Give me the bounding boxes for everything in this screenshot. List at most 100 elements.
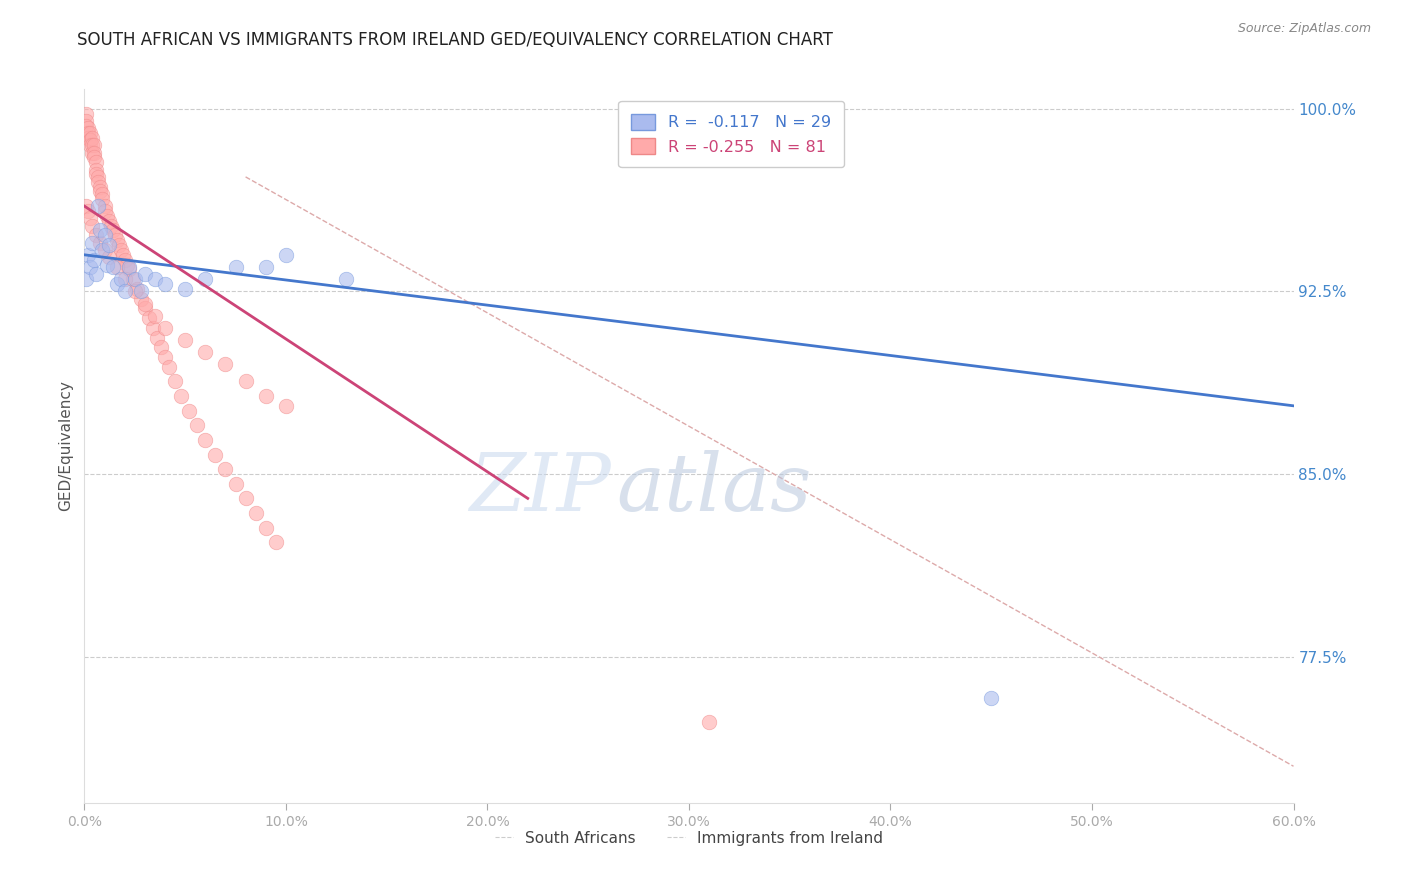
Point [149, 340, 172, 354]
Point [245, 506, 267, 520]
Point [75, 272, 97, 286]
Point [134, 268, 156, 282]
Point [75, 113, 97, 128]
Point [100, 219, 122, 233]
Point [114, 285, 136, 299]
Point [143, 309, 166, 323]
Point [110, 272, 132, 286]
Point [235, 491, 257, 506]
Point [87, 199, 110, 213]
Point [170, 389, 193, 403]
Point [93, 204, 115, 219]
Point [89, 223, 111, 237]
Point [79, 126, 101, 140]
Point [335, 272, 357, 286]
Point [235, 375, 257, 389]
Point [225, 260, 247, 274]
Point [111, 248, 134, 262]
Point [86, 162, 108, 177]
Point [121, 272, 143, 286]
Point [104, 228, 127, 243]
Point [91, 186, 114, 201]
Point [254, 260, 277, 274]
Point [96, 209, 118, 223]
Point [194, 272, 217, 286]
Point [79, 138, 101, 153]
Point [254, 520, 277, 534]
Point [174, 282, 197, 296]
Point [89, 235, 111, 250]
Point [274, 399, 297, 413]
Point [89, 185, 111, 199]
Point [194, 345, 217, 359]
Point [107, 238, 129, 252]
Point [114, 252, 136, 267]
Point [82, 235, 104, 250]
Point [91, 243, 114, 257]
Point [87, 175, 110, 189]
Point [105, 233, 128, 247]
Point [124, 272, 146, 286]
Point [93, 199, 115, 213]
Point [274, 248, 297, 262]
Point [77, 121, 100, 136]
Point [77, 126, 100, 140]
Point [82, 138, 104, 153]
Point [75, 199, 97, 213]
Point [129, 285, 152, 299]
Point [91, 192, 114, 206]
Point [105, 260, 128, 274]
Point [83, 145, 105, 160]
Point [77, 131, 100, 145]
Point [101, 260, 124, 274]
Point [157, 359, 180, 374]
Point [77, 248, 100, 262]
Text: atlas: atlas [616, 450, 811, 527]
Point [86, 155, 108, 169]
Point [264, 535, 287, 549]
Text: ZIP: ZIP [468, 450, 610, 527]
Point [153, 277, 176, 291]
Point [143, 272, 166, 286]
Point [79, 133, 101, 147]
Legend: R =  -0.117   N = 29, R = -0.255   N = 81: R = -0.117 N = 29, R = -0.255 N = 81 [619, 101, 844, 168]
Point [186, 418, 208, 433]
Point [97, 213, 120, 227]
Point [179, 403, 201, 417]
Point [97, 250, 120, 264]
Point [75, 106, 97, 120]
Point [79, 260, 101, 274]
Point [125, 282, 148, 296]
Point [980, 691, 1002, 706]
Point [93, 228, 115, 243]
Point [138, 311, 160, 326]
Point [87, 169, 110, 184]
Point [86, 228, 108, 243]
Point [83, 150, 105, 164]
Point [129, 292, 152, 306]
Point [146, 330, 169, 344]
Point [105, 277, 128, 291]
Point [697, 715, 720, 730]
Point [114, 272, 136, 286]
Point [77, 204, 100, 219]
Point [134, 301, 156, 316]
Point [83, 138, 105, 153]
Point [86, 268, 108, 282]
Point [93, 243, 115, 257]
Point [124, 285, 146, 299]
Point [214, 358, 236, 372]
Point [134, 296, 156, 310]
Point [115, 258, 138, 272]
Point [82, 131, 104, 145]
Point [194, 433, 217, 447]
Point [110, 243, 132, 257]
Point [142, 321, 165, 335]
Point [204, 448, 226, 462]
Text: SOUTH AFRICAN VS IMMIGRANTS FROM IRELAND GED/EQUIVALENCY CORRELATION CHART: SOUTH AFRICAN VS IMMIGRANTS FROM IRELAND… [77, 31, 834, 49]
Point [174, 333, 197, 347]
Point [96, 258, 118, 272]
Point [97, 238, 120, 252]
Point [82, 145, 104, 160]
Point [153, 321, 176, 335]
